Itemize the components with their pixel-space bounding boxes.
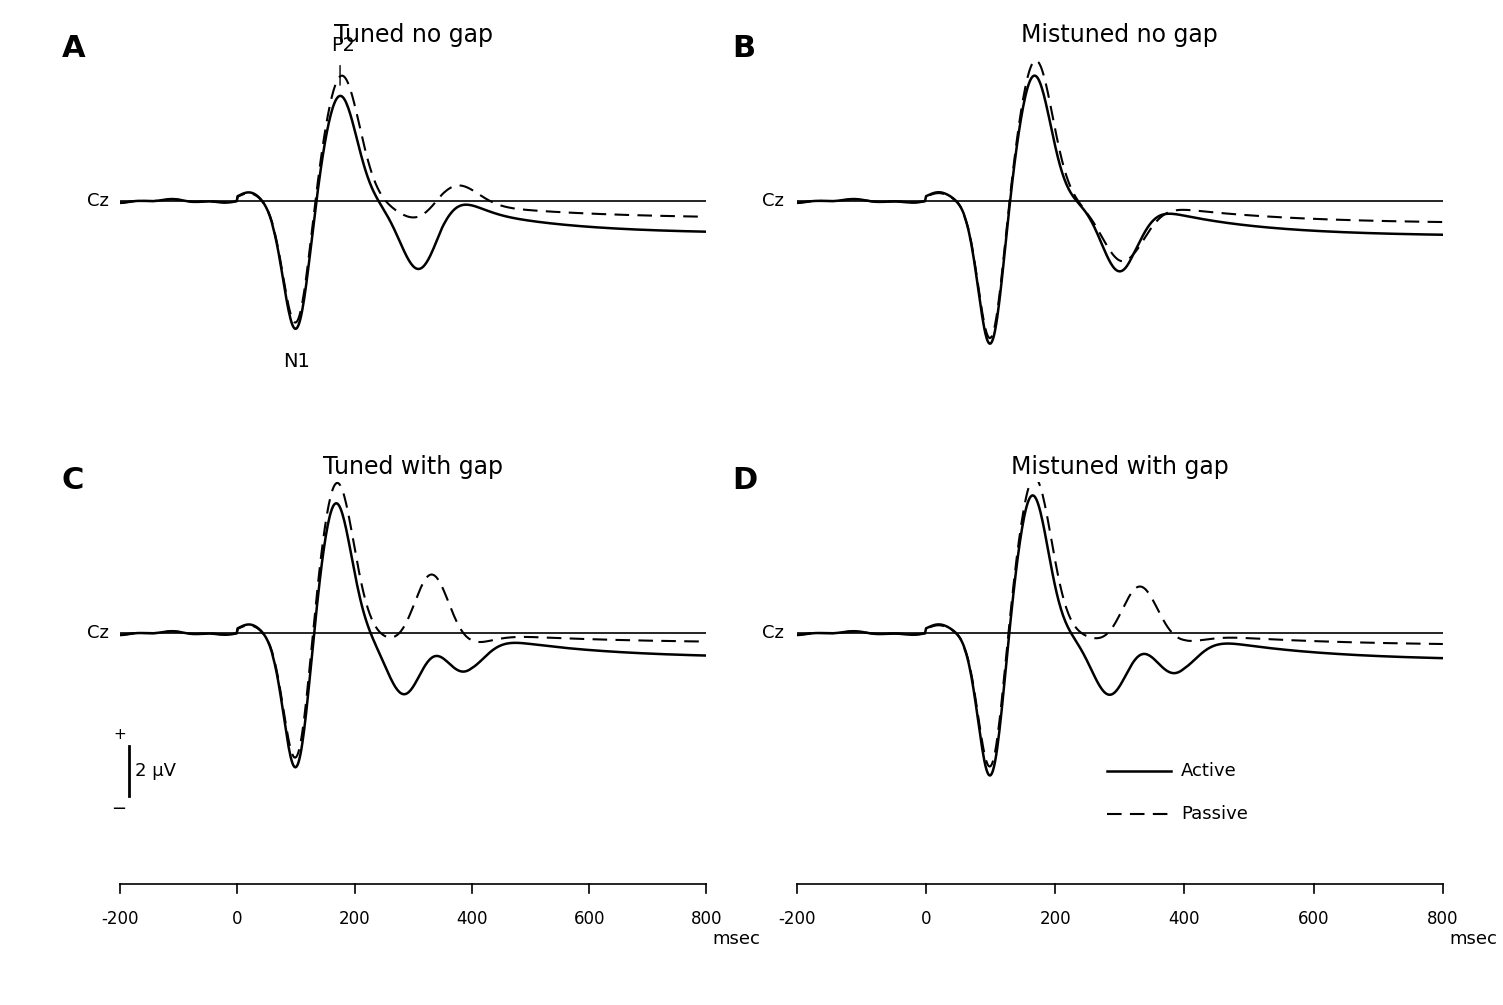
Text: Active: Active — [1181, 763, 1237, 780]
Title: Tuned no gap: Tuned no gap — [334, 23, 493, 47]
Text: 800: 800 — [691, 910, 721, 928]
Title: Mistuned with gap: Mistuned with gap — [1012, 455, 1228, 479]
Text: Cz: Cz — [762, 192, 783, 210]
Text: 200: 200 — [338, 910, 371, 928]
Text: 600: 600 — [574, 910, 604, 928]
Text: msec: msec — [1449, 930, 1497, 948]
Text: msec: msec — [712, 930, 761, 948]
Text: 2 μV: 2 μV — [135, 763, 176, 780]
Text: Cz: Cz — [762, 624, 783, 642]
Text: 200: 200 — [1039, 910, 1072, 928]
Text: -200: -200 — [779, 910, 815, 928]
Text: 0: 0 — [233, 910, 242, 928]
Title: Tuned with gap: Tuned with gap — [323, 455, 504, 479]
Text: 800: 800 — [1428, 910, 1458, 928]
Text: 400: 400 — [1169, 910, 1199, 928]
Text: Cz: Cz — [87, 192, 108, 210]
Text: Passive: Passive — [1181, 805, 1247, 823]
Text: P2: P2 — [331, 36, 355, 55]
Text: +: + — [113, 728, 126, 743]
Text: 600: 600 — [1299, 910, 1329, 928]
Text: C: C — [62, 466, 84, 495]
Title: Mistuned no gap: Mistuned no gap — [1022, 23, 1217, 47]
Text: 400: 400 — [457, 910, 487, 928]
Text: N1: N1 — [283, 352, 310, 371]
Text: −: − — [111, 800, 126, 818]
Text: B: B — [732, 34, 755, 63]
Text: A: A — [62, 34, 86, 63]
Text: Cz: Cz — [87, 624, 108, 642]
Text: D: D — [732, 466, 758, 495]
Text: 0: 0 — [921, 910, 930, 928]
Text: -200: -200 — [102, 910, 138, 928]
